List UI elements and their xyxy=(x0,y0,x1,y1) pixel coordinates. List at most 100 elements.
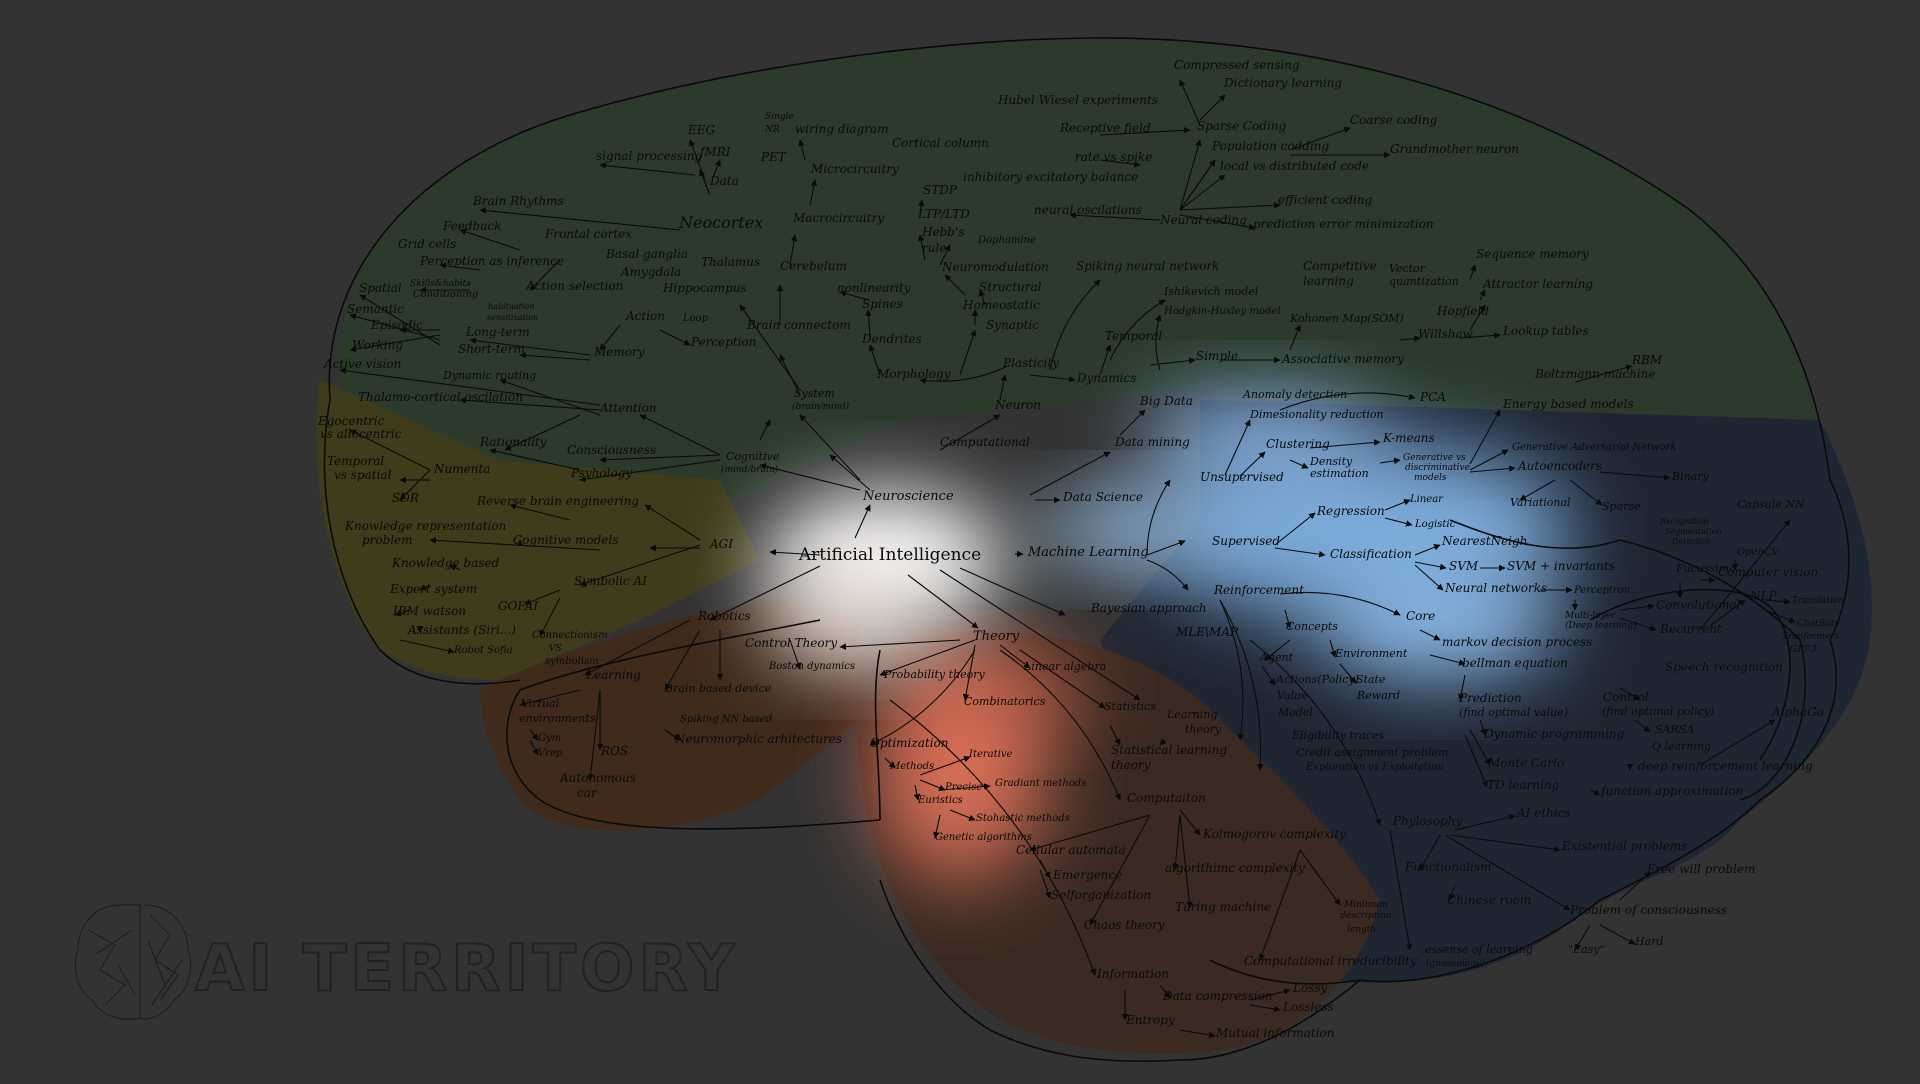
node-neuralcoding[interactable]: Neural coding xyxy=(1159,213,1247,227)
node-state[interactable]: State xyxy=(1356,673,1386,686)
node-selforg[interactable]: Selforganization xyxy=(1051,888,1151,902)
node-system[interactable]: System xyxy=(794,387,835,400)
node-expert[interactable]: Expert system xyxy=(389,582,477,596)
node-rate[interactable]: rate vs spike xyxy=(1075,150,1152,164)
node-freewill[interactable]: Free will problem xyxy=(1646,862,1755,876)
node-braincon[interactable]: Brain connectom xyxy=(746,318,851,332)
node-egocentric1[interactable]: Egocentric xyxy=(317,414,385,428)
node-computervision[interactable]: Computer vision xyxy=(1718,565,1818,579)
node-agent[interactable]: Agent xyxy=(1259,651,1294,664)
node-svm[interactable]: SVM xyxy=(1449,559,1479,573)
node-big-data[interactable]: Big Data xyxy=(1139,394,1193,408)
node-nlp[interactable]: NLP xyxy=(1749,589,1777,603)
node-symbolicai[interactable]: Symbolic AI xyxy=(574,574,647,588)
node-perceptioninf[interactable]: Perception as inference xyxy=(419,254,564,268)
node-hubel[interactable]: Hubel Wiesel experiments xyxy=(997,93,1158,107)
node-single1[interactable]: Single xyxy=(765,112,794,122)
node-neuromorphic[interactable]: Neuromorphic arhitectures xyxy=(674,732,842,746)
node-gnoseology[interactable]: (gnoseology) xyxy=(1426,958,1485,969)
node-spatial[interactable]: Spatial xyxy=(359,281,402,295)
node-population[interactable]: Population codding xyxy=(1211,139,1330,153)
node-temporalspatial2[interactable]: vs spatial xyxy=(334,468,392,482)
node-morphology[interactable]: Morphology xyxy=(876,367,951,381)
node-temporalspatial1[interactable]: Temporal xyxy=(327,454,384,468)
node-competitive2[interactable]: learning xyxy=(1303,274,1354,288)
node-psyhology[interactable]: Psyhology xyxy=(570,466,632,480)
node-dictionary[interactable]: Dictionary learning xyxy=(1223,76,1342,90)
node-findvalue[interactable]: (find optimal value) xyxy=(1459,706,1568,719)
node-egocentric2[interactable]: vs allocentric xyxy=(320,427,402,441)
central-node-artificial-intelligence[interactable]: Artificial Intelligence xyxy=(798,545,981,565)
node-competitive1[interactable]: Competitive xyxy=(1303,259,1377,273)
node-autonomous1[interactable]: Autonomous xyxy=(559,771,636,785)
node-pca[interactable]: PCA xyxy=(1419,390,1446,404)
node-deeplearning[interactable]: (Deep learning) xyxy=(1565,620,1637,631)
node-vrep[interactable]: Vrep xyxy=(538,748,563,759)
node-reinforcement[interactable]: Reinforcement xyxy=(1213,583,1304,597)
node-mdp[interactable]: markov decision process xyxy=(1442,635,1592,649)
node-dimred[interactable]: Dimesionality reduction xyxy=(1249,408,1384,421)
node-virtual1[interactable]: Virtual xyxy=(521,697,560,710)
node-learning[interactable]: Learning xyxy=(585,668,641,682)
node-vector1[interactable]: Vector xyxy=(1389,262,1426,275)
node-associative[interactable]: Associative memory xyxy=(1281,352,1404,366)
node-concepts[interactable]: Concepts xyxy=(1286,620,1338,633)
node-localdist[interactable]: local vs distributed code xyxy=(1220,159,1369,173)
node-brainrhythms[interactable]: Brain Rhythms xyxy=(472,194,564,208)
node-activevision[interactable]: Active vision xyxy=(323,357,401,371)
node-thalamocort[interactable]: Thalamo-cortical oscilation xyxy=(358,390,523,404)
node-perceptron[interactable]: Perceptron xyxy=(1573,585,1630,596)
node-montecarlo[interactable]: Monte Carlo xyxy=(1487,756,1564,770)
node-rationality[interactable]: Rationality xyxy=(479,435,547,449)
node-chatbots[interactable]: ChatBots xyxy=(1797,619,1839,629)
node-transformers[interactable]: Tranformers xyxy=(1782,632,1840,642)
node-euristics[interactable]: Euristics xyxy=(917,795,963,806)
node-mle[interactable]: MLE\MAP xyxy=(1175,625,1239,639)
node-signal[interactable]: signal processing xyxy=(596,149,703,163)
node-aiethics[interactable]: AI ethics xyxy=(1516,806,1571,820)
node-kolmogorov[interactable]: Kolmogorov complexity xyxy=(1202,827,1346,841)
node-reward[interactable]: Reward xyxy=(1356,689,1400,702)
node-brainbased[interactable]: Brain based device xyxy=(664,682,772,695)
node-numenta[interactable]: Numenta xyxy=(433,462,490,476)
node-multilayer[interactable]: Multi-layer xyxy=(1564,611,1616,621)
node-existential[interactable]: Existential problems xyxy=(1561,839,1687,853)
node-neuron[interactable]: Neuron xyxy=(994,398,1041,412)
node-model[interactable]: Model xyxy=(1277,706,1313,719)
node-recognition[interactable]: Recognition xyxy=(1659,517,1709,526)
node-theory[interactable]: Theory xyxy=(973,629,1020,644)
node-gpt3[interactable]: GPT-3 xyxy=(1790,645,1817,655)
node-stohastic[interactable]: Stohastic methods xyxy=(976,813,1070,824)
node-working[interactable]: Working xyxy=(352,338,403,352)
node-gridcells[interactable]: Grid cells xyxy=(398,237,456,251)
node-information[interactable]: Information xyxy=(1096,967,1169,981)
node-energy[interactable]: Energy based models xyxy=(1502,397,1634,411)
node-reverse[interactable]: Reverse brain engineering xyxy=(476,494,639,508)
node-data-science[interactable]: Data Science xyxy=(1062,490,1143,504)
node-structural[interactable]: Structural xyxy=(979,280,1042,294)
node-neuraloscill[interactable]: neural oscilations xyxy=(1034,203,1142,217)
node-cognitivemodels[interactable]: Cognitive models xyxy=(513,533,618,547)
node-consciousness[interactable]: Consciousness xyxy=(567,443,656,457)
node-assistants[interactable]: Assistants (Siri...) xyxy=(407,623,516,637)
node-autonomous2[interactable]: car xyxy=(577,786,598,800)
node-computation[interactable]: Computaiton xyxy=(1127,791,1206,805)
node-loop[interactable]: Loop xyxy=(682,313,709,324)
node-habituation2[interactable]: sensitization xyxy=(487,313,538,322)
node-dynamics[interactable]: Dynamics xyxy=(1076,371,1136,385)
node-cortical[interactable]: Cortical column xyxy=(892,136,989,150)
node-ltp[interactable]: LTP/LTD xyxy=(917,207,970,221)
node-mindesc1[interactable]: Minimum xyxy=(1343,900,1388,910)
node-agi[interactable]: AGI xyxy=(709,537,733,551)
node-easy[interactable]: "Easy" xyxy=(1568,943,1605,956)
node-perception[interactable]: Perception xyxy=(690,335,757,349)
node-hebbs2[interactable]: rule xyxy=(922,241,946,255)
node-plasticity[interactable]: Plasticity xyxy=(1002,356,1059,370)
node-mindesc2[interactable]: description xyxy=(1340,911,1392,921)
node-sdr[interactable]: SDR xyxy=(392,491,419,505)
node-iterative[interactable]: Iterative xyxy=(968,749,1012,760)
node-willshaw[interactable]: Willshaw xyxy=(1418,327,1474,341)
node-bayesian[interactable]: Bayesian approach xyxy=(1090,601,1207,615)
node-hard[interactable]: Hard xyxy=(1634,935,1663,948)
node-lossy[interactable]: Lossy xyxy=(1292,981,1328,995)
